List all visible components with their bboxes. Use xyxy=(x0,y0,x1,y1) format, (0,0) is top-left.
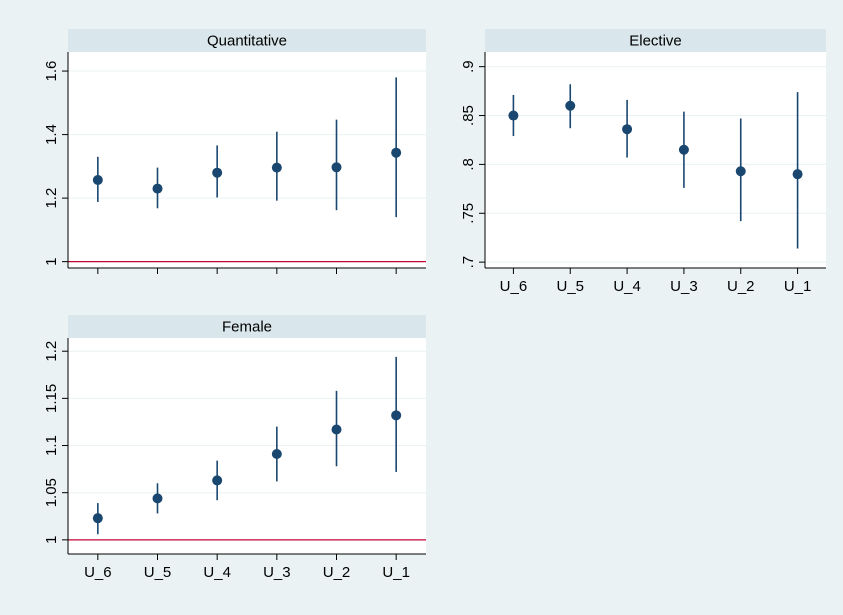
y-tick-label: 1.15 xyxy=(43,384,60,413)
x-tick-label: U_2 xyxy=(727,278,755,295)
x-tick-label: U_4 xyxy=(203,564,231,581)
point-estimate xyxy=(271,449,282,460)
x-tick-label: U_6 xyxy=(84,564,112,581)
y-tick-label: .75 xyxy=(460,203,477,224)
point-estimate xyxy=(508,110,519,121)
point-estimate xyxy=(152,183,163,194)
y-tick-label: .9 xyxy=(460,60,477,73)
point-estimate xyxy=(792,169,803,180)
y-tick-label: 1 xyxy=(43,257,60,265)
panel-elective: Elective .7 .75 .8 .85 .9 U_6 U_5 U_4 U_3 U_2 U_1 xyxy=(460,29,826,295)
x-tick-label: U_1 xyxy=(382,564,410,581)
point-estimate xyxy=(565,100,576,111)
x-tick-label: U_3 xyxy=(670,278,698,295)
point-estimate xyxy=(735,166,746,177)
y-tick-label: 1 xyxy=(43,536,60,544)
x-tick-label: U_1 xyxy=(784,278,812,295)
panel-title-band xyxy=(68,29,426,52)
point-estimate xyxy=(152,493,163,504)
y-tick-label: 1.2 xyxy=(43,188,60,209)
panel-title: Quantitative xyxy=(207,33,287,50)
x-tick-label: U_5 xyxy=(556,278,584,295)
point-estimate xyxy=(391,410,402,421)
x-tick-label: U_2 xyxy=(323,564,351,581)
plot-area xyxy=(68,52,426,268)
y-tick-label: 1.05 xyxy=(43,478,60,507)
x-tick-label: U_3 xyxy=(263,564,291,581)
x-tick-label: U_5 xyxy=(144,564,172,581)
point-estimate xyxy=(271,162,282,173)
point-estimate xyxy=(678,144,689,155)
panel-title: Female xyxy=(222,319,272,336)
panel-title: Elective xyxy=(629,33,682,50)
y-tick-label: .7 xyxy=(460,256,477,269)
y-tick-label: 1.2 xyxy=(43,341,60,362)
point-estimate xyxy=(212,167,223,178)
point-estimate xyxy=(331,162,342,173)
y-tick-label: 1.1 xyxy=(43,435,60,456)
y-tick-label: .8 xyxy=(460,158,477,171)
y-tick-label: 1.6 xyxy=(43,61,60,82)
point-estimate xyxy=(92,513,103,524)
point-estimate xyxy=(391,147,402,158)
panel-quantitative: Quantitative 1 1.2 1.4 1.6 xyxy=(43,29,426,274)
plot-area xyxy=(485,52,826,268)
panel-title-band xyxy=(68,315,426,338)
y-tick-label: 1.4 xyxy=(43,124,60,145)
x-tick-label: U_6 xyxy=(500,278,528,295)
point-estimate xyxy=(331,424,342,435)
y-tick-label: .85 xyxy=(460,105,477,126)
point-estimate xyxy=(212,475,223,486)
panel-title-band xyxy=(485,29,826,52)
point-estimate xyxy=(622,124,633,135)
x-tick-label: U_4 xyxy=(613,278,641,295)
point-estimate xyxy=(92,175,103,186)
panel-female: Female 1 1.05 1.1 1.15 1.2 U_6 U_5 U_4 U_3 U_2 U_1 xyxy=(43,315,426,581)
